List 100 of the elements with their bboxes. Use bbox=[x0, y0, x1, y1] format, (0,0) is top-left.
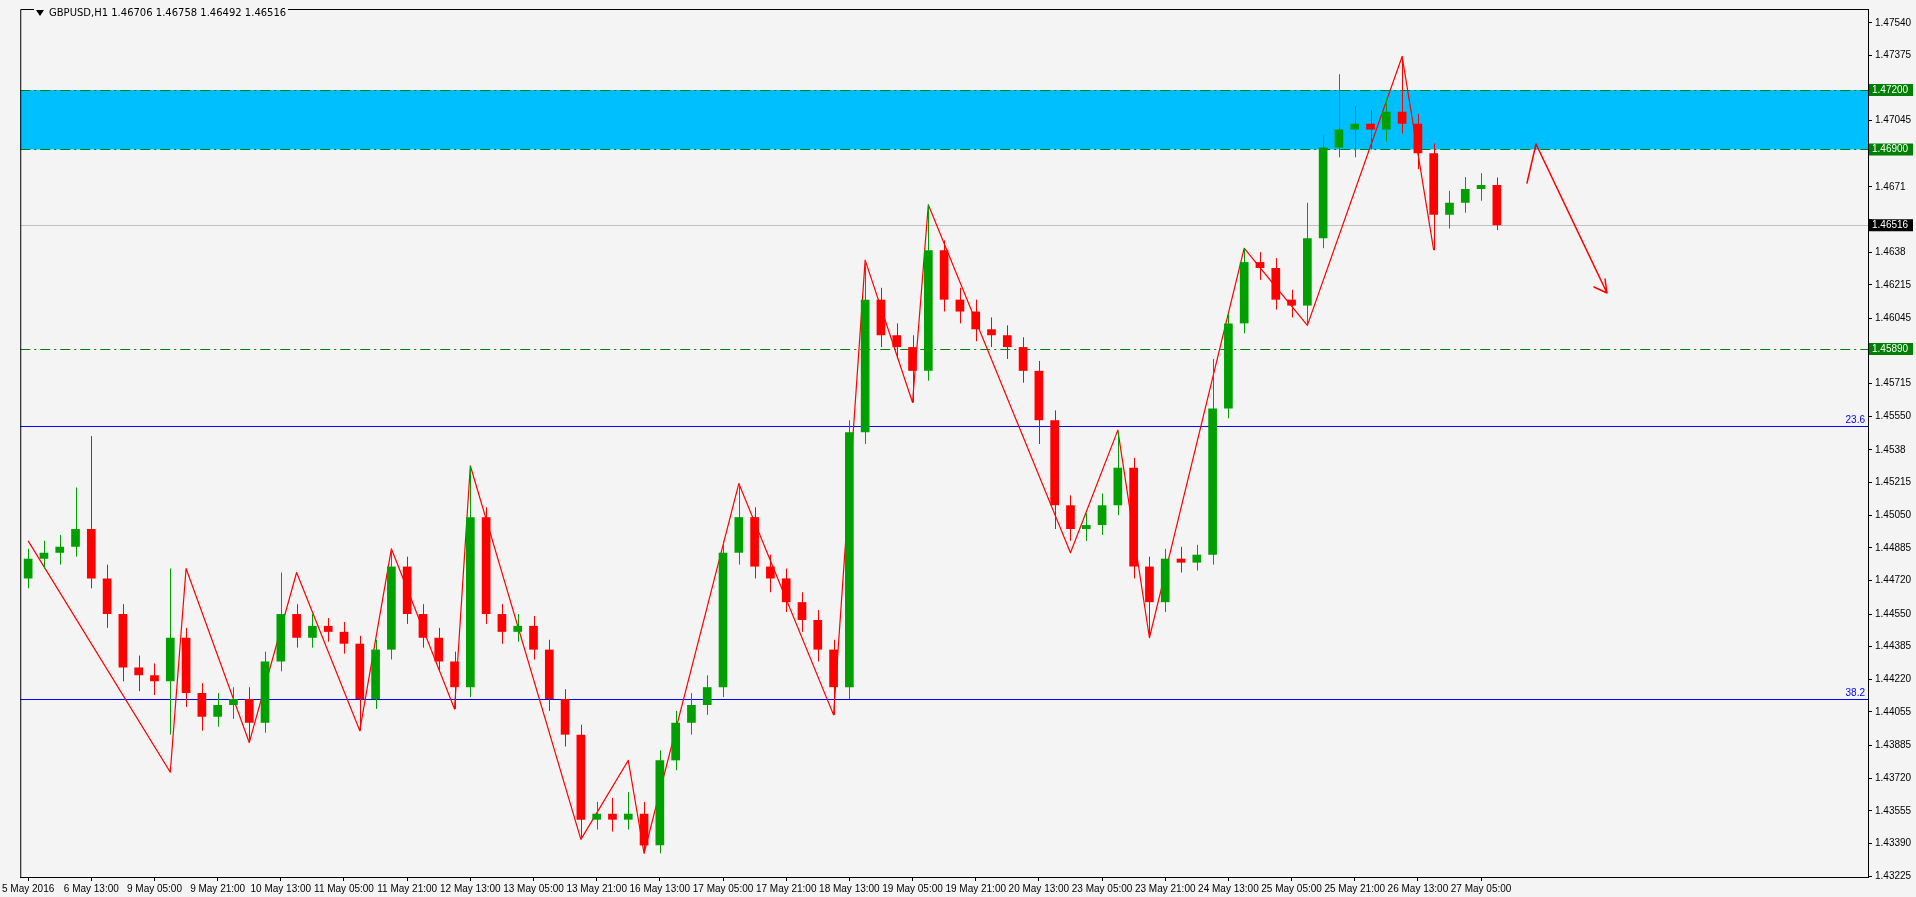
y-tick-label: 1.43555 bbox=[1875, 804, 1912, 816]
candlestick bbox=[1208, 358, 1217, 566]
x-tick-label: 12 May 13:00 bbox=[440, 882, 502, 894]
candlestick bbox=[1050, 409, 1060, 530]
ref-line-label: 1.45890 bbox=[1872, 342, 1909, 354]
candlestick bbox=[308, 613, 317, 649]
candlestick bbox=[134, 655, 144, 692]
y-tick-label: 1.45050 bbox=[1875, 508, 1912, 520]
x-tick-label: 9 May 05:00 bbox=[126, 882, 183, 894]
candlestick bbox=[544, 639, 554, 712]
y-tick-label: 1.47540 bbox=[1875, 16, 1912, 28]
y-tick-label: 1.43885 bbox=[1875, 739, 1912, 751]
candlestick bbox=[687, 692, 696, 736]
candlestick bbox=[1381, 97, 1391, 142]
candlestick bbox=[1160, 548, 1170, 613]
candlestick bbox=[292, 603, 301, 649]
candlestick bbox=[1081, 512, 1091, 542]
y-tick-label: 1.44885 bbox=[1875, 541, 1912, 553]
x-tick-label: 10 May 13:00 bbox=[250, 882, 312, 894]
x-tick-label: 13 May 05:00 bbox=[503, 882, 565, 894]
y-tick-label: 1.45715 bbox=[1875, 377, 1912, 389]
candlestick bbox=[1366, 109, 1375, 150]
candlestick bbox=[387, 548, 396, 661]
candlestick bbox=[150, 662, 159, 696]
y-tick-label: 1.44550 bbox=[1875, 607, 1912, 619]
candlestick bbox=[165, 568, 175, 736]
candlestick bbox=[734, 483, 744, 566]
y-tick-label: 1.43390 bbox=[1875, 837, 1912, 849]
candlestick bbox=[1271, 257, 1281, 311]
candlestick bbox=[86, 435, 96, 589]
candlestick bbox=[750, 506, 759, 579]
chart-title: GBPUSD,H1 1.46706 1.46758 1.46492 1.46516 bbox=[49, 7, 287, 18]
candlestick bbox=[213, 692, 222, 728]
candlestick bbox=[1445, 190, 1454, 229]
candlestick bbox=[1129, 457, 1138, 579]
ref-line-label: 1.46900 bbox=[1872, 143, 1909, 155]
ref-line-label: 1.47200 bbox=[1872, 83, 1909, 95]
candlestick bbox=[529, 615, 538, 661]
candlestick bbox=[244, 686, 254, 742]
x-tick-label: 19 May 05:00 bbox=[882, 882, 944, 894]
candlestick bbox=[229, 686, 238, 720]
candlestick bbox=[1192, 544, 1202, 572]
candlestick bbox=[1303, 202, 1312, 326]
y-tick-label: 1.44385 bbox=[1875, 640, 1912, 652]
candlestick bbox=[829, 639, 838, 716]
candlestick bbox=[1224, 312, 1233, 419]
x-tick-label: 27 May 05:00 bbox=[1450, 882, 1512, 894]
candlestick bbox=[355, 635, 365, 732]
x-tick-label: 9 May 21:00 bbox=[190, 882, 246, 894]
candlestick bbox=[465, 465, 475, 698]
candlestick bbox=[71, 486, 80, 558]
candlestick bbox=[276, 572, 286, 672]
candlestick bbox=[1113, 431, 1123, 516]
y-tick-label: 1.44055 bbox=[1875, 705, 1912, 717]
x-tick-label: 13 May 21:00 bbox=[566, 882, 628, 894]
x-tick-label: 11 May 21:00 bbox=[377, 882, 438, 894]
y-tick-label: 1.43225 bbox=[1875, 869, 1912, 881]
candlestick bbox=[323, 617, 333, 643]
candlestick bbox=[592, 801, 602, 831]
y-tick-label: 1.43720 bbox=[1875, 771, 1912, 783]
x-tick-label: 16 May 13:00 bbox=[629, 882, 691, 894]
x-tick-label: 17 May 21:00 bbox=[755, 882, 817, 894]
x-tick-label: 11 May 05:00 bbox=[314, 882, 375, 894]
candlestick bbox=[513, 613, 523, 643]
candlestick bbox=[1239, 247, 1249, 334]
candlestick bbox=[1287, 289, 1296, 318]
y-tick-label: 1.4638 bbox=[1875, 245, 1907, 257]
candlestick bbox=[908, 334, 917, 403]
candlestick bbox=[845, 419, 854, 700]
y-tick-label: 1.45550 bbox=[1875, 410, 1912, 422]
annotation: 38.2 bbox=[1845, 686, 1866, 698]
ref-line-label: 1.46516 bbox=[1872, 219, 1909, 231]
candlestick bbox=[371, 639, 380, 710]
candlestick bbox=[923, 204, 933, 382]
candlestick bbox=[55, 534, 65, 566]
candlestick bbox=[987, 316, 996, 348]
y-tick-label: 1.46215 bbox=[1875, 278, 1912, 290]
x-tick-label: 24 May 13:00 bbox=[1198, 882, 1260, 894]
x-tick-label: 17 May 05:00 bbox=[692, 882, 754, 894]
candlestick bbox=[892, 322, 902, 360]
y-tick-label: 1.44720 bbox=[1875, 574, 1912, 586]
candlestick bbox=[702, 674, 712, 716]
candlestick bbox=[450, 651, 459, 710]
x-tick-label: 6 May 13:00 bbox=[63, 882, 120, 894]
x-tick-label: 18 May 13:00 bbox=[819, 882, 881, 894]
candlestick bbox=[402, 556, 412, 625]
candlestick bbox=[1066, 494, 1075, 542]
candlestick bbox=[1460, 176, 1470, 214]
annotation: 23.6 bbox=[1845, 413, 1866, 425]
y-tick-label: 1.4671 bbox=[1875, 180, 1907, 192]
candlestick bbox=[813, 609, 823, 662]
y-tick-label: 1.45215 bbox=[1875, 476, 1912, 488]
candlestick bbox=[1002, 324, 1012, 360]
candlestick bbox=[1350, 105, 1360, 158]
x-tick-label: 25 May 21:00 bbox=[1324, 882, 1386, 894]
candlestick bbox=[608, 797, 617, 833]
candlestick bbox=[623, 791, 633, 831]
x-tick-label: 20 May 13:00 bbox=[1008, 882, 1070, 894]
candlestick bbox=[671, 710, 680, 771]
y-tick-label: 1.4538 bbox=[1875, 443, 1907, 455]
